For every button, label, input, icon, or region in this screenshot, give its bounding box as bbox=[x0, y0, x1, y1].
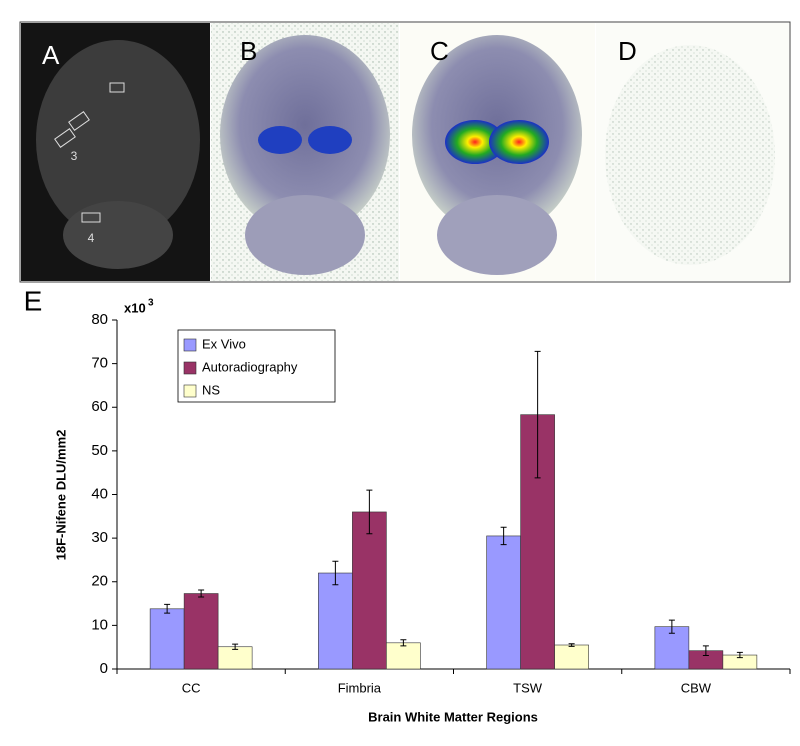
cerebellum bbox=[437, 195, 557, 275]
error-bar bbox=[500, 526, 507, 546]
legend-swatch bbox=[183, 384, 197, 398]
bar bbox=[183, 593, 219, 670]
roi-box bbox=[81, 212, 101, 223]
legend-box bbox=[177, 329, 336, 403]
bar bbox=[318, 572, 353, 670]
legend-label: NS bbox=[202, 382, 220, 397]
y-tick-label: 80 bbox=[91, 311, 108, 328]
x-axis-title: Brain White Matter Regions bbox=[368, 709, 538, 724]
error-bar bbox=[232, 643, 239, 650]
axis-multiplier: x10 bbox=[124, 300, 146, 315]
panel-label: B bbox=[240, 36, 257, 66]
error-bar bbox=[198, 589, 205, 598]
cerebellum bbox=[245, 195, 365, 275]
error-bar bbox=[366, 489, 373, 535]
legend-label: Autoradiography bbox=[202, 359, 298, 374]
hot-spot bbox=[489, 120, 549, 164]
error-bar bbox=[568, 643, 575, 647]
bar bbox=[654, 626, 690, 670]
panel-label: C bbox=[430, 36, 449, 66]
hot-spot bbox=[258, 126, 302, 154]
roi-box bbox=[109, 82, 125, 93]
y-tick-label: 20 bbox=[91, 573, 108, 590]
panel-label: E bbox=[24, 285, 43, 316]
image-panels: A B C D 3 4 bbox=[19, 21, 791, 283]
error-bar bbox=[164, 603, 171, 614]
x-tick-label: CC bbox=[182, 680, 201, 695]
y-tick-label: 60 bbox=[91, 398, 108, 415]
bar bbox=[352, 511, 387, 670]
hot-spot bbox=[445, 120, 505, 164]
x-tick-label: Fimbria bbox=[338, 680, 382, 695]
x-tick-label: TSW bbox=[513, 680, 543, 695]
error-bar bbox=[400, 639, 407, 647]
roi-label: 4 bbox=[88, 231, 95, 245]
brain-section bbox=[220, 35, 390, 235]
axis-multiplier-exponent: 3 bbox=[148, 298, 154, 309]
bar bbox=[149, 608, 185, 670]
roi-box bbox=[54, 128, 76, 148]
panel-label: D bbox=[618, 36, 637, 66]
hot-spot bbox=[308, 126, 352, 154]
bar bbox=[554, 644, 589, 670]
y-tick-label: 40 bbox=[91, 485, 108, 502]
panel-label: A bbox=[42, 40, 60, 70]
brain-section bbox=[36, 40, 200, 240]
error-bar bbox=[534, 350, 541, 479]
y-tick-label: 30 bbox=[91, 529, 108, 546]
x-tick-label: CBW bbox=[681, 680, 712, 695]
y-tick-label: 0 bbox=[100, 660, 108, 677]
cerebellum bbox=[63, 201, 173, 269]
legend-swatch bbox=[183, 338, 197, 352]
roi-box bbox=[68, 111, 90, 131]
y-tick-label: 10 bbox=[91, 616, 108, 633]
roi-label: 3 bbox=[71, 149, 78, 163]
error-bar bbox=[668, 619, 675, 634]
y-tick-label: 50 bbox=[91, 442, 108, 459]
error-bar bbox=[332, 560, 339, 586]
brain-section bbox=[605, 45, 775, 265]
bar bbox=[217, 646, 253, 670]
y-axis-title: 18F-Nifene DLU/mm2 bbox=[53, 430, 68, 561]
y-tick-label: 70 bbox=[91, 355, 108, 372]
bar bbox=[486, 535, 521, 670]
bar bbox=[386, 642, 421, 670]
legend-label: Ex Vivo bbox=[202, 336, 246, 351]
legend-swatch bbox=[183, 361, 197, 375]
error-bar bbox=[702, 645, 709, 656]
error-bar bbox=[736, 651, 743, 659]
